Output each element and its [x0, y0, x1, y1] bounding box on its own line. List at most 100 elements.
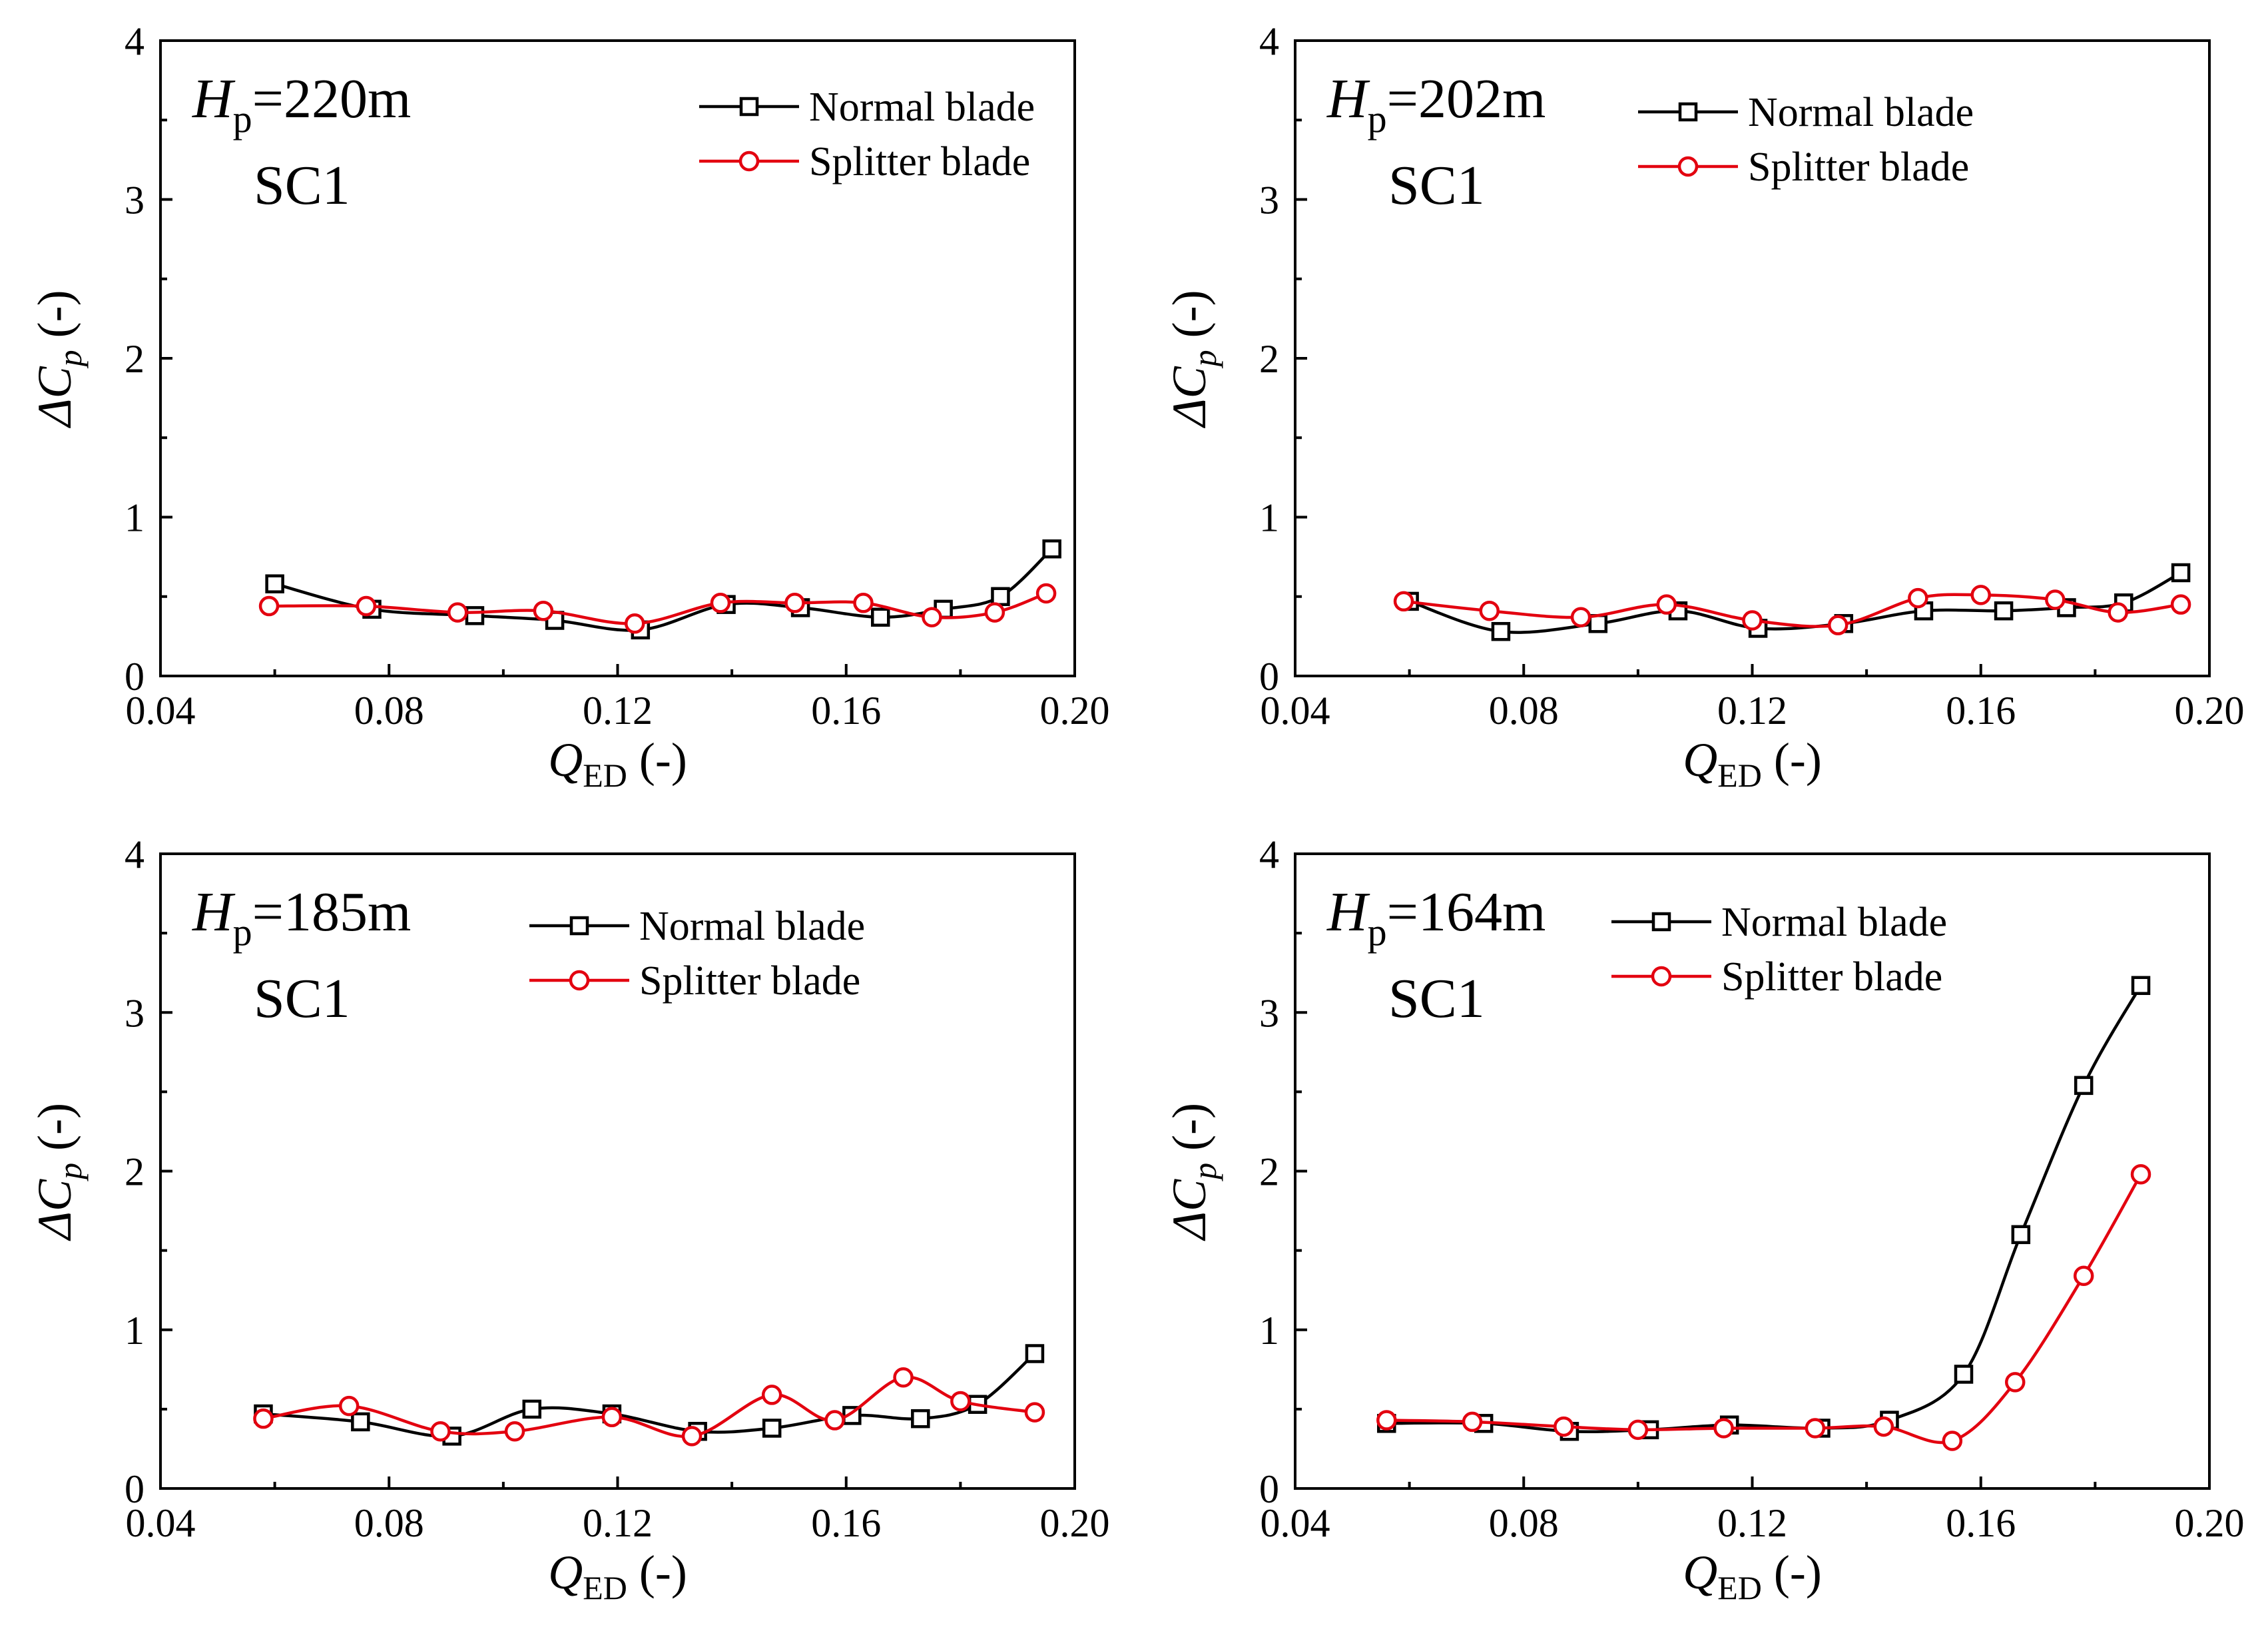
- legend-item: Normal blade: [529, 904, 865, 949]
- data-point: [338, 1395, 360, 1417]
- x-tick-label: 0.04: [126, 689, 196, 733]
- y-tick-label: 2: [1259, 1150, 1279, 1194]
- y-axis-label: ΔCp (-): [1163, 290, 1223, 428]
- data-point: [984, 602, 1005, 623]
- legend-item: Normal blade: [1638, 90, 1974, 135]
- data-point: [2004, 1372, 2026, 1393]
- data-point: [1491, 621, 1511, 641]
- data-point: [504, 1421, 525, 1442]
- data-point: [681, 1426, 703, 1447]
- y-axis-label: ΔCp (-): [28, 1103, 89, 1241]
- data-point: [1588, 614, 1608, 633]
- x-tick-label: 0.08: [1489, 1501, 1559, 1545]
- legend-item: Normal blade: [1611, 900, 1947, 945]
- data-point: [1024, 1402, 1045, 1423]
- legend-marker: [739, 97, 759, 117]
- data-point: [1393, 591, 1414, 612]
- x-tick-label: 0.12: [1717, 1501, 1787, 1545]
- x-tick-label: 0.12: [583, 1501, 653, 1545]
- legend-item: Splitter blade: [1611, 954, 1942, 1000]
- legend-item: Splitter blade: [529, 958, 860, 1004]
- data-point: [1554, 1416, 1574, 1437]
- y-tick-label: 1: [125, 1309, 144, 1353]
- data-point: [1970, 585, 1991, 605]
- data-point: [922, 607, 942, 628]
- data-point: [533, 600, 554, 621]
- x-tick-label: 0.16: [811, 689, 881, 733]
- chart-panel: 0.04 0.08 0.12 0.16 0.20 0 1 2 3 4 QED (-) ΔCp (-) H…: [28, 832, 1110, 1606]
- x-tick-label: 0.16: [1946, 1501, 2016, 1545]
- legend-marker: [569, 970, 590, 991]
- plot-frame: [159, 852, 1076, 1490]
- legend-label: Splitter blade: [1748, 145, 1969, 190]
- x-axis-label: QED (-): [1683, 733, 1822, 794]
- data-point: [465, 606, 485, 625]
- chart-panel: 0.04 0.08 0.12 0.16 0.20 0 1 2 3 4 QED (-) ΔCp (-) H…: [1163, 832, 2245, 1606]
- series-splitter-blade: [253, 1367, 1045, 1447]
- legend-marker: [1651, 912, 1671, 932]
- data-point: [1035, 583, 1057, 604]
- y-tick-label: 4: [1259, 832, 1279, 876]
- x-tick-label: 0.04: [126, 1501, 196, 1545]
- data-point: [1462, 1411, 1483, 1433]
- series-splitter-blade: [1376, 1164, 2151, 1451]
- data-point: [522, 1399, 542, 1419]
- data-point: [430, 1421, 451, 1442]
- legend-marker: [1651, 966, 1672, 987]
- legend-item: Normal blade: [699, 85, 1035, 130]
- data-point: [2011, 1225, 2031, 1245]
- legend-label: Splitter blade: [809, 139, 1030, 184]
- panel-title: Hp=185m: [192, 881, 411, 954]
- data-point: [991, 587, 1010, 606]
- data-point: [950, 1391, 971, 1412]
- data-point: [1908, 587, 1928, 609]
- x-tick-label: 0.16: [811, 1501, 881, 1545]
- data-point: [1479, 600, 1500, 621]
- x-tick-label: 0.08: [354, 1501, 424, 1545]
- data-point: [1376, 1410, 1397, 1431]
- panel-title: Hp=202m: [1326, 68, 1546, 141]
- panel-title: Hp=220m: [192, 68, 411, 141]
- data-point: [447, 602, 468, 623]
- y-tick-label: 3: [125, 178, 144, 222]
- x-axis-label: QED (-): [548, 1546, 687, 1606]
- data-point: [351, 1412, 370, 1432]
- y-tick-label: 0: [1259, 655, 1279, 699]
- x-tick-label: 0.04: [1261, 1501, 1330, 1545]
- data-point: [870, 607, 890, 627]
- series-normal-blade: [254, 1344, 1045, 1446]
- data-point: [1656, 594, 1677, 615]
- legend-label: Normal blade: [1721, 900, 1947, 945]
- data-point: [762, 1419, 782, 1438]
- data-point: [824, 1410, 845, 1431]
- y-tick-label: 4: [125, 19, 144, 63]
- data-point: [2130, 1164, 2151, 1185]
- data-point: [1570, 607, 1591, 628]
- data-point: [1627, 1419, 1649, 1441]
- data-point: [2045, 589, 2066, 610]
- data-point: [784, 593, 805, 613]
- y-tick-label: 4: [125, 832, 144, 876]
- y-tick-label: 2: [1259, 337, 1279, 381]
- data-point: [1805, 1418, 1826, 1439]
- legend-label: Splitter blade: [1721, 954, 1942, 1000]
- data-point: [1042, 539, 1061, 559]
- data-point: [2170, 594, 2191, 615]
- chart-panel: 0.04 0.08 0.12 0.16 0.20 0 1 2 3 4 QED (-) ΔCp (-) H…: [1163, 19, 2245, 794]
- data-point: [911, 1409, 930, 1429]
- legend-marker: [1678, 102, 1698, 122]
- data-point: [2108, 602, 2128, 623]
- legend-item: Splitter blade: [699, 139, 1030, 184]
- y-tick-label: 3: [1259, 991, 1279, 1035]
- panel-case-label: SC1: [1388, 155, 1485, 216]
- x-tick-label: 0.04: [1261, 689, 1330, 733]
- legend-marker: [569, 916, 589, 936]
- y-tick-label: 0: [1259, 1467, 1279, 1511]
- x-tick-label: 0.08: [1489, 689, 1559, 733]
- data-point: [601, 1407, 623, 1428]
- y-tick-label: 0: [125, 1467, 144, 1511]
- x-tick-label: 0.20: [2175, 689, 2245, 733]
- plot-frame: [159, 39, 1076, 677]
- x-tick-label: 0.20: [1040, 1501, 1110, 1545]
